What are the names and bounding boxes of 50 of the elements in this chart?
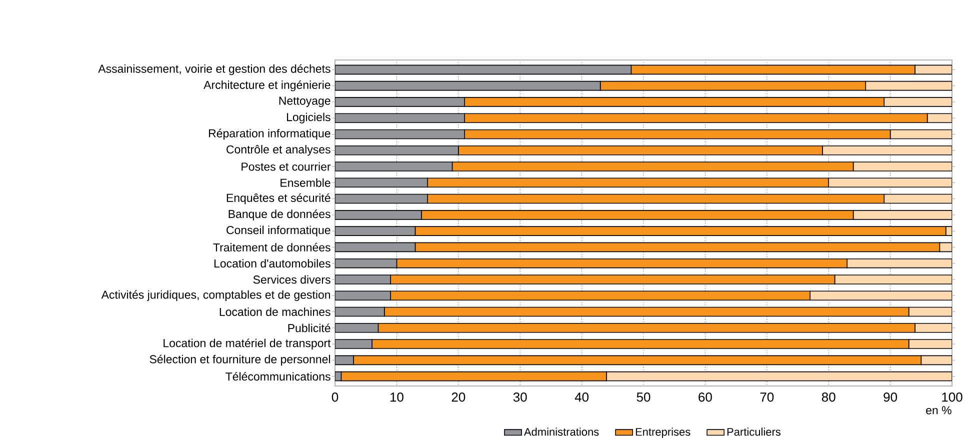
x-tick-label: 20 [452, 392, 466, 402]
y-tick-label: Publicité [288, 324, 330, 332]
x-axis-title: en % [926, 406, 952, 414]
x-tick-label: 60 [698, 392, 712, 402]
y-tick-label: Assainissement, voirie et gestion des déchets [98, 64, 330, 76]
y-tick-label: Postes et courrier [242, 162, 331, 171]
legend-label: Administrations [524, 428, 599, 436]
y-tick-label: Location de matériel de transport [164, 338, 331, 350]
bar [335, 194, 428, 204]
y-tick-label: Conseil informatique [226, 226, 330, 236]
bar [884, 194, 952, 204]
bar [335, 80, 601, 91]
y-tick-label: Location d'automobiles [214, 259, 330, 268]
bar [890, 129, 952, 140]
x-tick-label: 70 [760, 392, 774, 402]
y-tick-label: Architecture et ingénierie [204, 80, 330, 92]
x-tick-label: 100 [942, 392, 962, 402]
x-tick-label: 50 [636, 392, 650, 402]
bar [920, 355, 952, 366]
y-tick-label: Réparation informatique [209, 128, 330, 140]
legend-label: Particuliers [727, 428, 781, 436]
y-tick-label: Location de machines [220, 308, 330, 316]
bar [846, 258, 952, 268]
bar [914, 64, 952, 75]
x-tick-label: 90 [884, 392, 898, 402]
x-tick-label: 10 [390, 392, 404, 402]
y-tick-label: Ensemble [280, 178, 330, 187]
bar [865, 80, 952, 91]
bar [908, 306, 952, 317]
legend-label: Entreprises [636, 428, 690, 438]
x-tick-label: 40 [574, 392, 589, 402]
y-tick-label: Traitement de données [213, 242, 330, 252]
x-tick-label: 0 [332, 392, 338, 402]
y-tick-label: Logiciels [287, 112, 330, 124]
y-tick-label: Sélection et fourniture de personnel [150, 354, 330, 366]
bar [606, 371, 952, 382]
bar [335, 242, 416, 252]
bar [335, 258, 398, 268]
x-tick-label: 30 [513, 392, 527, 402]
y-tick-label: Enquêtes et sécurité [226, 193, 330, 204]
bar [335, 306, 385, 317]
y-tick-label: Contrôle et analyses [226, 144, 330, 156]
bar [335, 129, 465, 140]
y-tick-label: Télécommunications [226, 372, 330, 381]
y-tick-label: Activités juridiques, comptables et de gestion [101, 290, 330, 302]
y-tick-label: Nettoyage [279, 96, 330, 108]
y-tick-label: Services divers [253, 275, 330, 284]
y-tick-label: Banque de données [228, 209, 330, 220]
x-tick-label: 80 [822, 392, 836, 402]
bar [335, 64, 632, 75]
